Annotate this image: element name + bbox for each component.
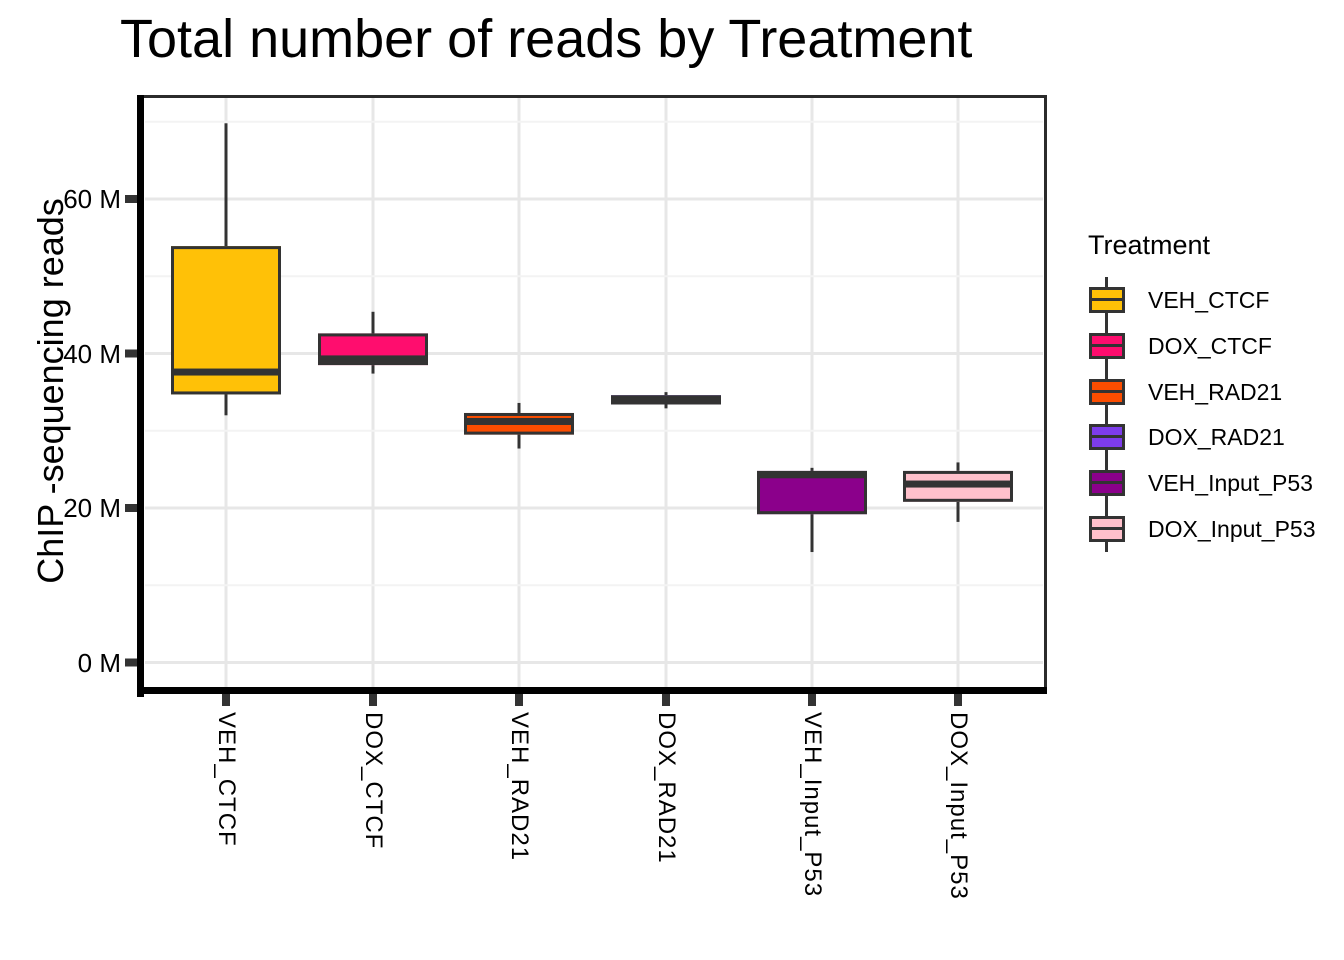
legend-label: VEH_RAD21 bbox=[1148, 378, 1283, 405]
x-tick-label: DOX_Input_P53 bbox=[945, 712, 972, 900]
legend-key-boxplot-icon bbox=[1088, 460, 1126, 507]
median-line bbox=[611, 397, 721, 405]
vertical-gridline bbox=[810, 98, 814, 687]
legend-label: DOX_CTCF bbox=[1148, 332, 1272, 359]
panel-border-right bbox=[1044, 95, 1047, 694]
x-tick-mark bbox=[954, 694, 962, 706]
x-tick-mark bbox=[369, 694, 377, 706]
minor-gridline bbox=[145, 120, 1043, 123]
x-tick-mark bbox=[222, 694, 230, 706]
legend-key-boxplot-icon bbox=[1088, 277, 1126, 323]
legend-key-median bbox=[1089, 481, 1125, 485]
upper-whisker bbox=[224, 123, 228, 247]
minor-gridline bbox=[145, 429, 1043, 432]
legend-label: VEH_Input_P53 bbox=[1148, 470, 1313, 497]
legend-key-median bbox=[1089, 298, 1125, 301]
y-axis-line bbox=[137, 95, 144, 697]
legend-key-boxplot-icon bbox=[1088, 414, 1126, 461]
x-tick-mark bbox=[808, 694, 816, 706]
x-tick-label: VEH_RAD21 bbox=[506, 712, 533, 862]
median-line bbox=[318, 355, 428, 363]
box-border bbox=[318, 333, 428, 366]
lower-whisker bbox=[810, 514, 814, 553]
vertical-gridline bbox=[517, 98, 521, 687]
lower-whisker bbox=[956, 501, 960, 522]
x-tick-label: DOX_RAD21 bbox=[653, 712, 680, 864]
vertical-gridline bbox=[956, 98, 960, 687]
x-tick-label: VEH_CTCF bbox=[213, 712, 240, 847]
upper-whisker bbox=[371, 311, 375, 334]
median-line bbox=[757, 471, 867, 479]
x-tick-label: DOX_CTCF bbox=[360, 712, 387, 850]
x-tick-label: VEH_Input_P53 bbox=[799, 712, 826, 898]
legend-key-boxplot-icon bbox=[1088, 368, 1126, 415]
upper-whisker bbox=[517, 402, 521, 413]
lower-whisker bbox=[224, 394, 228, 416]
upper-whisker bbox=[810, 467, 814, 471]
y-tick-label: 20 M bbox=[63, 493, 121, 523]
panel-border-top bbox=[137, 95, 1047, 98]
x-tick-mark bbox=[515, 694, 523, 706]
box-border bbox=[171, 246, 281, 395]
lower-whisker bbox=[517, 434, 521, 449]
legend-key-median bbox=[1089, 343, 1125, 347]
y-tick-mark bbox=[125, 658, 137, 667]
median-line bbox=[903, 480, 1013, 488]
legend-key-boxplot-icon bbox=[1088, 506, 1126, 552]
y-tick-label: 60 M bbox=[63, 184, 121, 214]
legend-key-median bbox=[1089, 527, 1125, 530]
legend-label: VEH_CTCF bbox=[1148, 287, 1270, 313]
legend-key-median bbox=[1089, 389, 1125, 393]
median-line bbox=[171, 368, 281, 376]
y-tick-mark bbox=[125, 195, 137, 203]
panel-background bbox=[137, 95, 1047, 694]
y-tick-mark bbox=[125, 349, 137, 358]
major-gridline bbox=[145, 661, 1043, 664]
y-tick-label: 40 M bbox=[63, 338, 121, 369]
upper-whisker bbox=[956, 462, 960, 471]
upper-whisker bbox=[664, 392, 668, 396]
legend-title: Treatment bbox=[1088, 230, 1211, 260]
legend-key-boxplot-icon bbox=[1088, 322, 1126, 369]
x-tick-mark bbox=[662, 694, 670, 706]
chart-title: Total number of reads by Treatment bbox=[120, 9, 973, 69]
legend-label: DOX_Input_P53 bbox=[1148, 516, 1316, 542]
y-axis-title: ChIP -sequencing reads bbox=[30, 198, 71, 584]
minor-gridline bbox=[145, 275, 1043, 278]
x-axis-line bbox=[137, 687, 1047, 694]
major-gridline bbox=[145, 506, 1043, 510]
legend-key-median bbox=[1089, 435, 1125, 439]
minor-gridline bbox=[145, 584, 1043, 587]
y-tick-label: 0 M bbox=[77, 647, 121, 678]
major-gridline bbox=[145, 352, 1043, 355]
legend: Treatment VEH_CTCF DOX_CTCF VEH_RAD21 DOX_R… bbox=[1088, 230, 1344, 552]
legend-label: DOX_RAD21 bbox=[1148, 424, 1285, 451]
y-tick-mark bbox=[125, 504, 137, 512]
vertical-gridline bbox=[371, 98, 375, 687]
major-gridline bbox=[145, 197, 1043, 201]
median-line bbox=[464, 417, 574, 425]
lower-whisker bbox=[371, 365, 375, 374]
lower-whisker bbox=[664, 404, 668, 409]
